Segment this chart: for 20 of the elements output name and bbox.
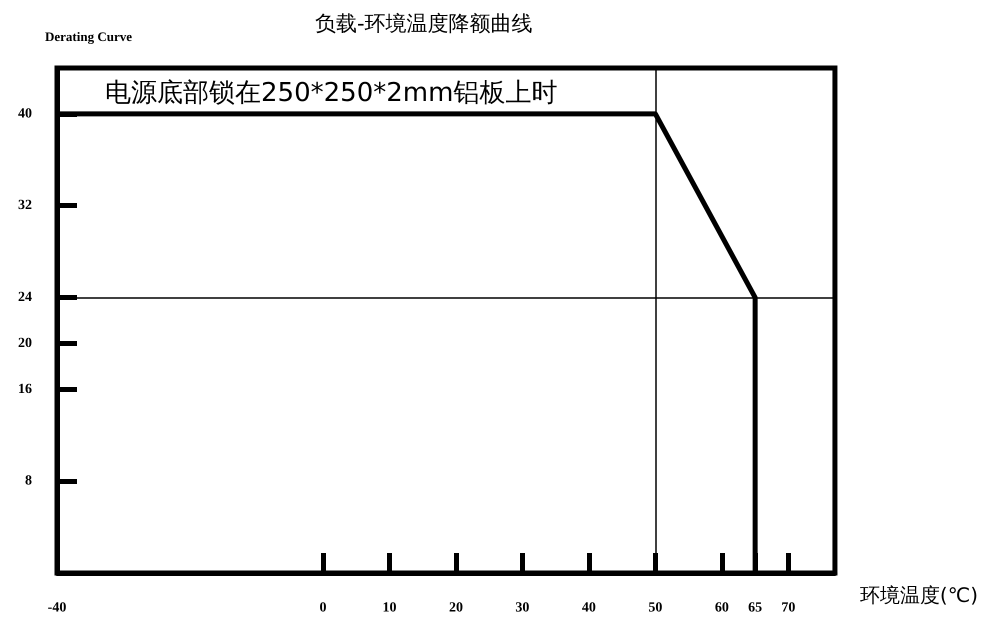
- x-axis-title: 环境温度(℃): [860, 583, 978, 607]
- x-tick-label: 50: [648, 600, 662, 616]
- x-tick-label: 65: [748, 600, 762, 616]
- x-tick-label: 40: [582, 600, 596, 616]
- chart-title: 负载-环境温度降额曲线: [315, 12, 533, 36]
- y-tick-label: 16: [18, 382, 32, 397]
- y-tick-label: 40: [18, 106, 32, 122]
- y-tick-label: 20: [18, 336, 32, 351]
- x-tick-label: 30: [515, 600, 530, 616]
- x-tick-label: -40: [48, 600, 66, 616]
- y-tick-label: 8: [25, 474, 32, 489]
- x-tick-label: 0: [319, 600, 326, 616]
- x-tick-label: 20: [448, 600, 463, 616]
- x-tick-label: 70: [781, 600, 796, 616]
- y-tick-label: 32: [18, 198, 32, 214]
- x-tick-label: 10: [382, 600, 396, 616]
- y-tick-label: 24: [18, 290, 32, 306]
- chart-subtitle: Derating Curve: [45, 29, 132, 44]
- x-tick-label: 60: [714, 600, 729, 616]
- annotation: 电源底部锁在250*250*2mm铝板上时: [105, 78, 558, 108]
